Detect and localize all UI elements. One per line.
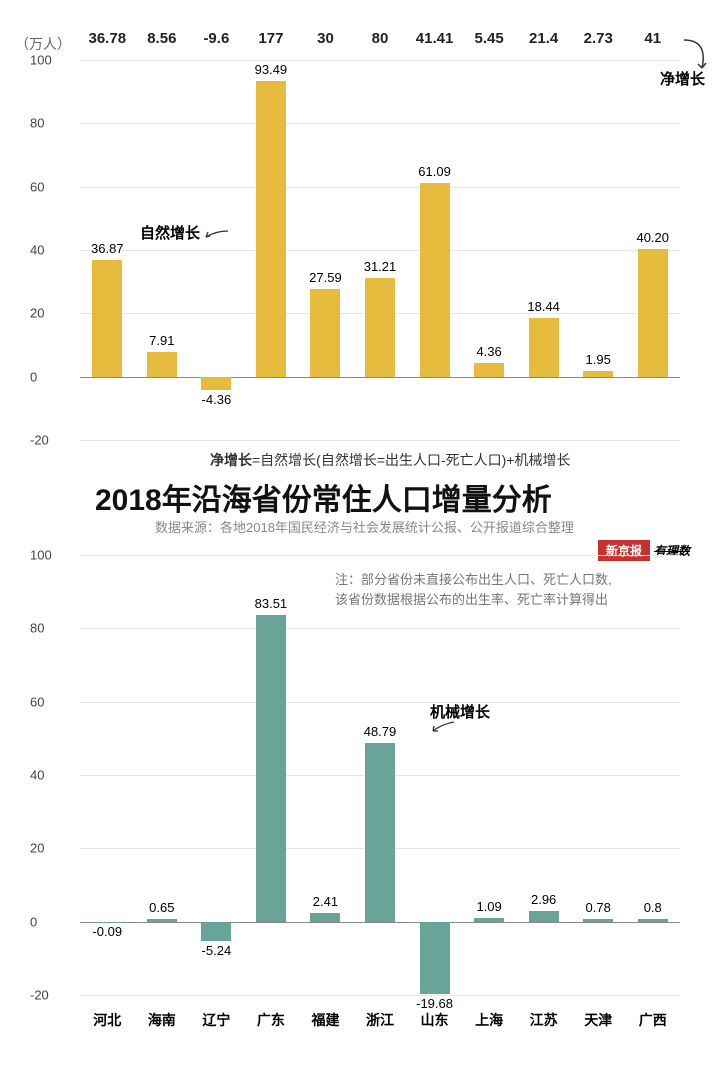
y-tick-label: 100 bbox=[30, 53, 52, 68]
data-source: 数据来源：各地2018年国民经济与社会发展统计公报、公开报道综合整理 bbox=[155, 517, 574, 536]
bar bbox=[256, 81, 286, 377]
top-value: 8.56 bbox=[135, 30, 190, 47]
annotation-mechanical: 机械增长 bbox=[430, 701, 490, 722]
bar bbox=[529, 911, 559, 922]
bar-value-label: -4.36 bbox=[202, 392, 232, 407]
top-value: 2.73 bbox=[571, 30, 626, 47]
y-tick-label: 80 bbox=[30, 621, 44, 636]
top-value: 21.4 bbox=[516, 30, 571, 47]
bar bbox=[529, 318, 559, 376]
y-unit-label: （万人） bbox=[15, 34, 71, 54]
chart-mechanical-growth: -20020406080100-0.090.65-5.2483.512.4148… bbox=[80, 555, 680, 995]
y-tick-label: 0 bbox=[30, 914, 37, 929]
bar-value-label: 36.87 bbox=[91, 241, 124, 256]
bar-value-label: -19.68 bbox=[416, 996, 453, 1011]
bar-value-label: 2.96 bbox=[531, 892, 556, 907]
x-label: 辽宁 bbox=[189, 1010, 244, 1030]
bar bbox=[583, 371, 613, 377]
bar-value-label: 4.36 bbox=[476, 344, 501, 359]
bar-value-label: 48.79 bbox=[364, 724, 397, 739]
bar bbox=[420, 183, 450, 376]
bar bbox=[474, 363, 504, 377]
bar bbox=[147, 352, 177, 377]
top-value: -9.6 bbox=[189, 30, 244, 47]
top-value: 80 bbox=[353, 30, 408, 47]
bar bbox=[365, 743, 395, 922]
bar-value-label: 93.49 bbox=[255, 62, 288, 77]
y-tick-label: -20 bbox=[30, 433, 49, 448]
bar bbox=[420, 922, 450, 994]
bar-value-label: 83.51 bbox=[255, 596, 288, 611]
bar-value-label: 27.59 bbox=[309, 270, 342, 285]
bar bbox=[474, 918, 504, 922]
bar-value-label: 0.8 bbox=[644, 900, 662, 915]
top-value: 30 bbox=[298, 30, 353, 47]
bar-value-label: 18.44 bbox=[527, 299, 560, 314]
top-value: 36.78 bbox=[80, 30, 135, 47]
arrow-icon bbox=[204, 229, 230, 239]
x-label: 广东 bbox=[244, 1010, 299, 1030]
y-tick-label: 60 bbox=[30, 694, 44, 709]
bar bbox=[583, 919, 613, 922]
bar bbox=[310, 289, 340, 376]
bar bbox=[638, 249, 668, 376]
top-value: 5.45 bbox=[462, 30, 517, 47]
x-label: 天津 bbox=[571, 1010, 626, 1030]
x-label: 上海 bbox=[462, 1010, 517, 1030]
formula-text: 净增长=自然增长(自然增长=出生人口-死亡人口)+机械增长 bbox=[210, 450, 571, 470]
x-label: 浙江 bbox=[353, 1010, 408, 1030]
y-tick-label: 40 bbox=[30, 243, 44, 258]
y-tick-label: 40 bbox=[30, 768, 44, 783]
arrow-icon bbox=[430, 720, 456, 734]
y-tick-label: 60 bbox=[30, 179, 44, 194]
bar-value-label: 7.91 bbox=[149, 333, 174, 348]
bar-value-label: 61.09 bbox=[418, 164, 451, 179]
main-title: 2018年沿海省份常住人口增量分析 bbox=[95, 475, 552, 519]
chart-natural-growth: -2002040608010036.877.91-4.3693.4927.593… bbox=[80, 60, 680, 440]
bar bbox=[638, 919, 668, 922]
x-label: 河北 bbox=[80, 1010, 135, 1030]
bar-value-label: -5.24 bbox=[202, 943, 232, 958]
x-label: 福建 bbox=[298, 1010, 353, 1030]
bar bbox=[92, 260, 122, 377]
top-net-values: 36.788.56-9.6177308041.415.4521.42.7341 bbox=[80, 30, 680, 47]
x-label: 广西 bbox=[625, 1010, 680, 1030]
y-tick-label: 100 bbox=[30, 548, 52, 563]
bar-value-label: 2.41 bbox=[313, 894, 338, 909]
bar bbox=[201, 922, 231, 941]
bar-value-label: 1.09 bbox=[476, 899, 501, 914]
y-tick-label: 20 bbox=[30, 306, 44, 321]
bar-value-label: 1.95 bbox=[586, 352, 611, 367]
bar bbox=[201, 377, 231, 391]
y-tick-label: -20 bbox=[30, 988, 49, 1003]
x-axis-labels: 河北海南辽宁广东福建浙江山东上海江苏天津广西 bbox=[80, 1010, 680, 1030]
bar-value-label: 0.65 bbox=[149, 900, 174, 915]
annotation-natural: 自然增长 bbox=[140, 222, 230, 243]
top-value: 177 bbox=[244, 30, 299, 47]
y-tick-label: 80 bbox=[30, 116, 44, 131]
bar bbox=[256, 615, 286, 921]
bar bbox=[365, 278, 395, 377]
y-tick-label: 0 bbox=[30, 369, 37, 384]
bar-value-label: 40.20 bbox=[636, 230, 669, 245]
x-label: 山东 bbox=[407, 1010, 462, 1030]
x-label: 江苏 bbox=[516, 1010, 571, 1030]
bar bbox=[147, 919, 177, 921]
y-tick-label: 20 bbox=[30, 841, 44, 856]
bar-value-label: -0.09 bbox=[92, 924, 122, 939]
bar-value-label: 31.21 bbox=[364, 259, 397, 274]
top-value: 41.41 bbox=[407, 30, 462, 47]
bar bbox=[310, 913, 340, 922]
bar-value-label: 0.78 bbox=[586, 900, 611, 915]
x-label: 海南 bbox=[135, 1010, 190, 1030]
top-value: 41 bbox=[625, 30, 680, 47]
